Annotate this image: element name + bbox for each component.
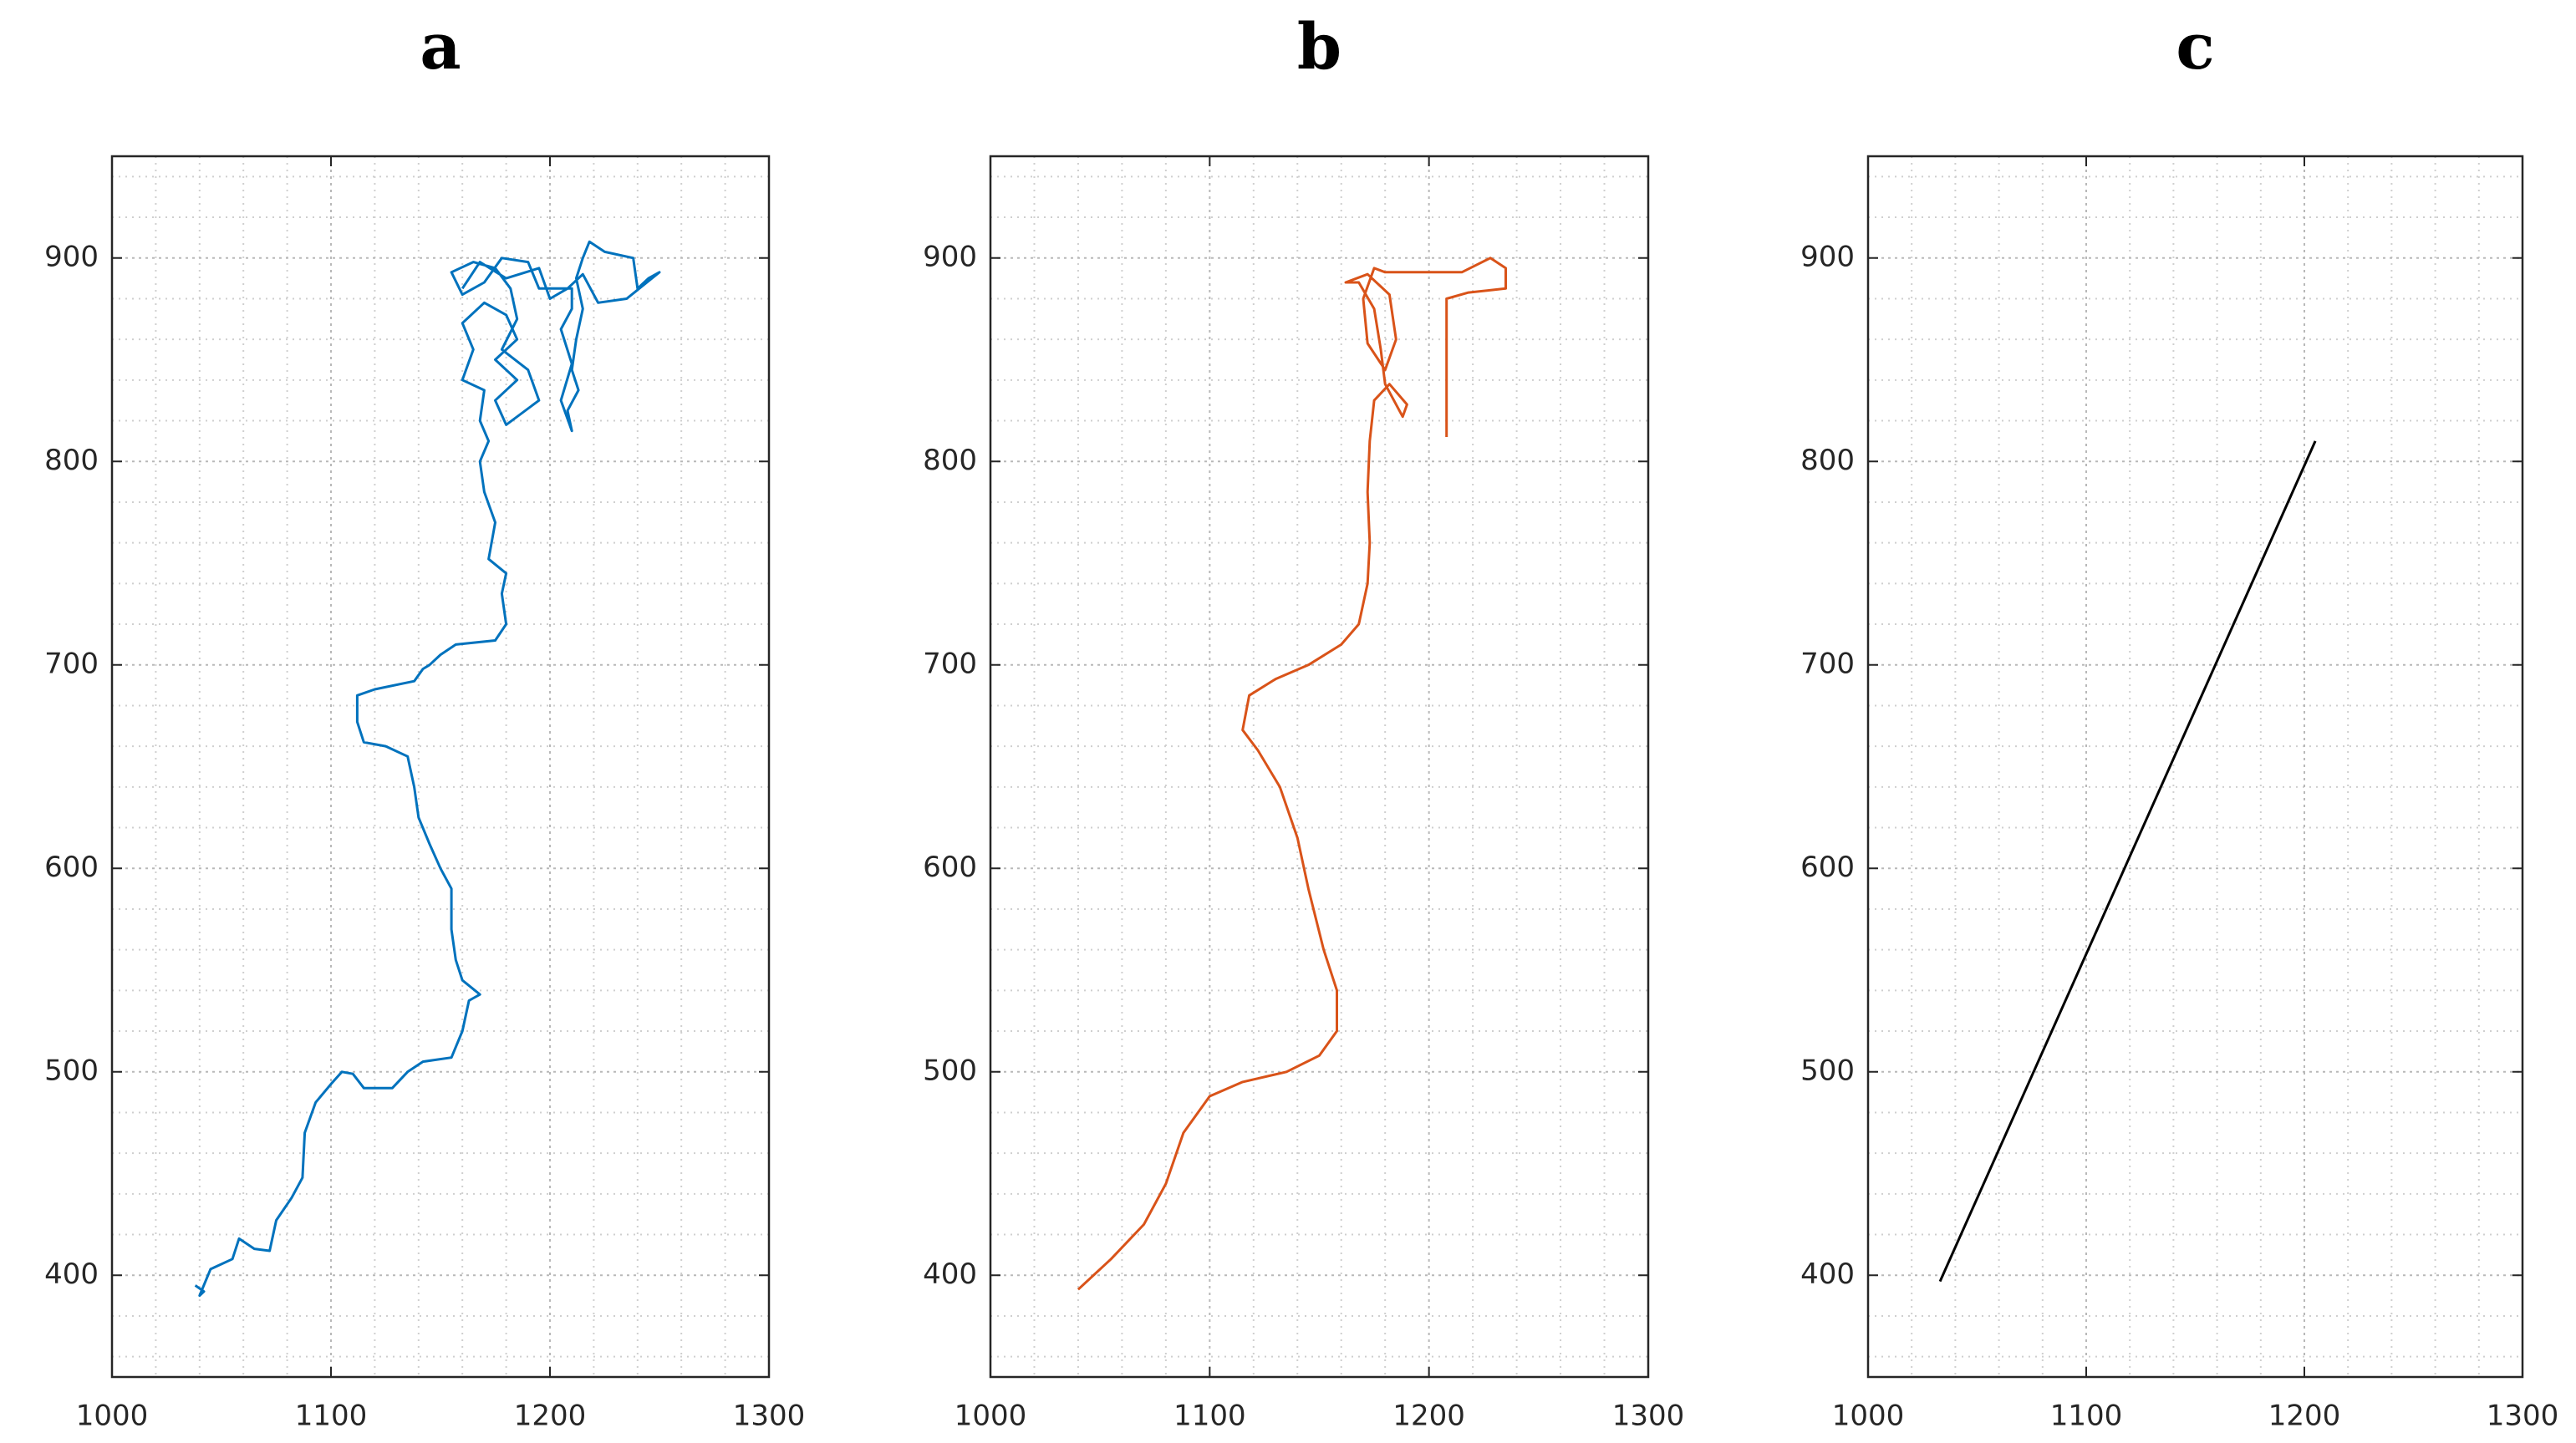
- x-tick-label: 1000: [955, 1400, 1027, 1433]
- panel-title: a: [420, 9, 461, 84]
- x-tick-label: 1000: [76, 1400, 149, 1433]
- axes-box: [110, 155, 771, 1379]
- y-tick-label: 800: [44, 444, 99, 477]
- axes-box: [1866, 155, 2524, 1379]
- y-tick-label: 600: [44, 851, 99, 884]
- trajectory-line: [1077, 257, 1507, 1291]
- y-tick-label: 600: [923, 851, 977, 884]
- y-tick-label: 700: [923, 647, 977, 680]
- axes-box: [989, 155, 1650, 1379]
- panel-title: c: [2176, 9, 2214, 84]
- panel-title: b: [1297, 9, 1341, 84]
- x-tick-label: 1300: [733, 1400, 806, 1433]
- y-tick-label: 500: [1800, 1054, 1855, 1087]
- y-tick-label: 900: [923, 240, 977, 273]
- y-tick-label: 400: [44, 1258, 99, 1291]
- x-tick-label: 1000: [1832, 1400, 1905, 1433]
- y-tick-label: 800: [1800, 444, 1855, 477]
- y-tick-label: 500: [923, 1054, 977, 1087]
- x-tick-label: 1100: [1173, 1400, 1246, 1433]
- trajectory-line: [194, 240, 661, 1298]
- x-tick-label: 1200: [2268, 1400, 2341, 1433]
- trajectory-line: [1938, 440, 2317, 1283]
- y-tick-label: 700: [44, 647, 99, 680]
- y-tick-label: 400: [923, 1258, 977, 1291]
- x-tick-label: 1100: [295, 1400, 368, 1433]
- x-tick-label: 1300: [1612, 1400, 1685, 1433]
- y-tick-label: 900: [1800, 240, 1855, 273]
- x-tick-label: 1200: [514, 1400, 587, 1433]
- y-tick-label: 500: [44, 1054, 99, 1087]
- y-tick-label: 600: [1800, 851, 1855, 884]
- x-tick-label: 1300: [2487, 1400, 2559, 1433]
- x-tick-label: 1100: [2050, 1400, 2123, 1433]
- y-tick-label: 800: [923, 444, 977, 477]
- y-tick-label: 400: [1800, 1258, 1855, 1291]
- x-tick-label: 1200: [1392, 1400, 1465, 1433]
- y-tick-label: 700: [1800, 647, 1855, 680]
- y-tick-label: 900: [44, 240, 99, 273]
